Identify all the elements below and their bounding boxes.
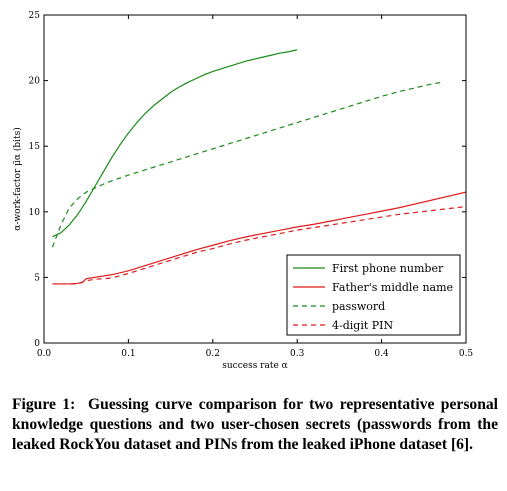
y-tick-label: 5 — [34, 273, 40, 283]
series-line-father-s-middle-name — [52, 191, 467, 285]
x-tick-label: 0.5 — [459, 349, 474, 359]
x-axis-label: success rate α — [222, 361, 287, 371]
legend-items: First phone number Father's middle name pa… — [293, 262, 453, 332]
x-tick-label: 0.4 — [374, 349, 389, 359]
legend-label-password: password — [332, 300, 385, 313]
y-tick-label: 15 — [29, 142, 41, 152]
x-tick-label: 0.2 — [206, 349, 220, 359]
series-line-password — [51, 81, 441, 248]
legend-label-first-phone-number: First phone number — [332, 262, 444, 275]
y-tick-label: 0 — [34, 339, 40, 349]
chart-figure: 0.0 0.1 0.2 0.3 0.4 0.5 0 5 10 15 20 25 success ra… — [12, 11, 474, 371]
y-tick-label: 20 — [29, 77, 41, 87]
figure-caption: Figure 1: Guessing curve comparison for … — [12, 395, 498, 455]
series-line-4-digit-pin — [52, 205, 467, 285]
series-line-first-phone-number — [52, 49, 298, 238]
x-tick-label: 0.1 — [121, 349, 135, 359]
y-tick-labels: 0 5 10 15 20 25 — [29, 11, 41, 349]
y-axis-label: α-work-factor μ̃α (bits) — [12, 127, 23, 231]
x-tick-label: 0.0 — [37, 349, 52, 359]
legend-label-father-s-middle-name: Father's middle name — [332, 281, 453, 294]
data-series — [51, 49, 467, 285]
y-tick-label: 10 — [29, 208, 41, 218]
y-tick-label: 25 — [29, 11, 41, 21]
legend: First phone number Father's middle name pa… — [286, 254, 461, 336]
plot-frame — [43, 14, 467, 344]
caption-text: Guessing curve comparison for two repres… — [12, 396, 498, 453]
x-tick-labels: 0.0 0.1 0.2 0.3 0.4 0.5 — [37, 349, 474, 359]
caption-label: Figure 1: — [12, 396, 76, 413]
x-tick-label: 0.3 — [290, 349, 305, 359]
legend-label-4-digit-pin: 4-digit PIN — [332, 319, 393, 332]
